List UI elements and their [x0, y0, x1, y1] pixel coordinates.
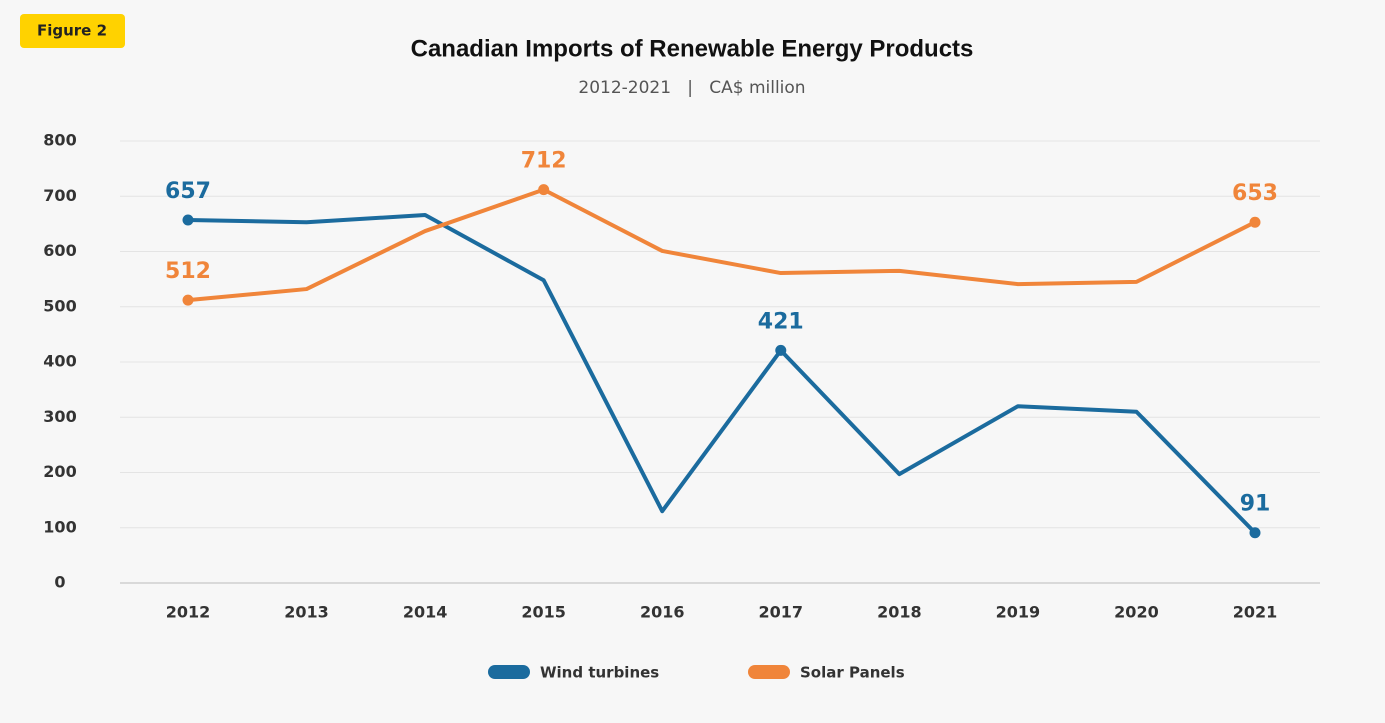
legend-swatch	[748, 665, 790, 679]
x-tick-label: 2019	[996, 603, 1041, 622]
data-point	[1249, 527, 1261, 539]
x-tick-label: 2020	[1114, 603, 1159, 622]
data-point	[775, 344, 787, 356]
chart-subtitle: 2012-2021 | CA$ million	[578, 78, 805, 98]
x-tick-label: 2012	[166, 603, 211, 622]
data-label: 657	[165, 179, 211, 204]
y-tick-label: 600	[43, 241, 76, 260]
y-tick-label: 100	[43, 517, 76, 536]
x-tick-label: 2016	[640, 603, 685, 622]
y-tick-label: 700	[43, 186, 76, 205]
series-line	[187, 187, 1256, 303]
figure-tag	[20, 14, 125, 48]
data-label: 712	[521, 149, 567, 174]
data-point	[182, 214, 194, 226]
data-point	[538, 184, 550, 196]
y-tick-label: 500	[43, 296, 76, 315]
x-tick-label: 2014	[403, 603, 448, 622]
x-tick-label: 2017	[759, 603, 804, 622]
data-label: 512	[165, 259, 211, 284]
y-tick-label: 0	[54, 573, 65, 592]
x-tick-label: 2013	[284, 603, 329, 622]
data-label: 91	[1240, 492, 1271, 517]
y-tick-label: 400	[43, 352, 76, 371]
y-tick-label: 800	[43, 131, 76, 150]
chart-title: Canadian Imports of Renewable Energy Pro…	[411, 35, 974, 62]
x-tick-label: 2015	[521, 603, 566, 622]
data-point	[182, 294, 194, 306]
data-label: 421	[758, 309, 804, 334]
x-tick-label: 2021	[1233, 603, 1278, 622]
y-tick-label: 200	[43, 462, 76, 481]
data-point	[1249, 216, 1261, 228]
legend-label: Wind turbines	[540, 664, 659, 682]
data-label: 653	[1232, 181, 1278, 206]
figure-label: Figure 2	[37, 22, 107, 40]
x-tick-label: 2018	[877, 603, 922, 622]
legend-swatch	[488, 665, 530, 679]
series-line	[187, 213, 1257, 535]
legend-label: Solar Panels	[800, 664, 905, 682]
y-tick-label: 300	[43, 407, 76, 426]
